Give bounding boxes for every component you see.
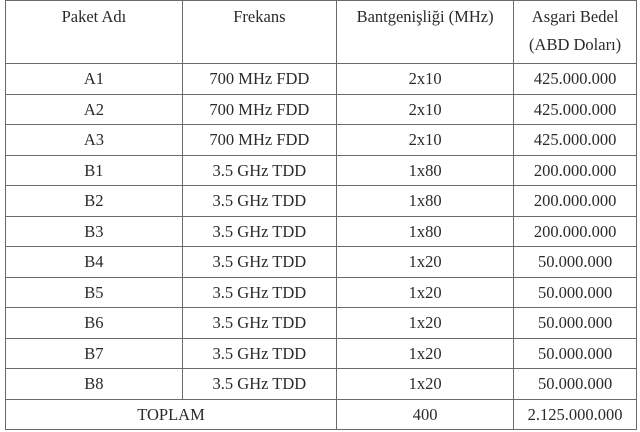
bandwidth-cell: 1x80	[335, 215, 515, 247]
minimum-price-cell: 50.000.000	[513, 307, 637, 339]
bandwidth-cell: 2x10	[335, 93, 515, 125]
bandwidth-cell: 2x10	[335, 63, 515, 95]
header-row: Paket Adı Frekans Bantgenişliği (MHz) As…	[5, 0, 637, 64]
total-label: TOPLAM	[5, 398, 337, 430]
bandwidth-cell: 1x80	[335, 154, 515, 186]
frequency-cell: 3.5 GHz TDD	[181, 276, 337, 308]
minimum-price-cell: 425.000.000	[513, 93, 637, 125]
package-name-cell: B4	[5, 246, 183, 278]
frequency-cell: 3.5 GHz TDD	[181, 246, 337, 278]
minimum-price-cell: 200.000.000	[513, 154, 637, 186]
header-minimum-price-line1: Asgari Bedel	[531, 7, 619, 26]
table-row: B2 3.5 GHz TDD 1x80 200.000.000	[5, 185, 637, 217]
table-row: B8 3.5 GHz TDD 1x20 50.000.000	[5, 368, 637, 400]
package-name-cell: B5	[5, 276, 183, 308]
package-name-cell: B1	[5, 154, 183, 186]
table-row: B7 3.5 GHz TDD 1x20 50.000.000	[5, 337, 637, 369]
frequency-cell: 3.5 GHz TDD	[181, 307, 337, 339]
table-row: B4 3.5 GHz TDD 1x20 50.000.000	[5, 246, 637, 278]
package-name-cell: A3	[5, 124, 183, 156]
bandwidth-cell: 1x80	[335, 185, 515, 217]
package-name-cell: B3	[5, 215, 183, 247]
bandwidth-cell: 1x20	[335, 246, 515, 278]
table-row: B6 3.5 GHz TDD 1x20 50.000.000	[5, 307, 637, 339]
minimum-price-cell: 50.000.000	[513, 276, 637, 308]
header-bandwidth: Bantgenişliği (MHz)	[335, 0, 515, 64]
frequency-cell: 700 MHz FDD	[181, 124, 337, 156]
table-row: B1 3.5 GHz TDD 1x80 200.000.000	[5, 154, 637, 186]
header-package-name: Paket Adı	[5, 0, 183, 64]
package-name-cell: B2	[5, 185, 183, 217]
bandwidth-cell: 1x20	[335, 276, 515, 308]
table-row: B3 3.5 GHz TDD 1x80 200.000.000	[5, 215, 637, 247]
bandwidth-cell: 1x20	[335, 368, 515, 400]
minimum-price-cell: 50.000.000	[513, 368, 637, 400]
frequency-cell: 3.5 GHz TDD	[181, 337, 337, 369]
frequency-cell: 700 MHz FDD	[181, 63, 337, 95]
frequency-cell: 3.5 GHz TDD	[181, 154, 337, 186]
package-name-cell: B7	[5, 337, 183, 369]
table-row: A1 700 MHz FDD 2x10 425.000.000	[5, 63, 637, 95]
header-minimum-price-line2: (ABD Doları)	[529, 35, 622, 54]
bandwidth-cell: 2x10	[335, 124, 515, 156]
minimum-price-cell: 200.000.000	[513, 185, 637, 217]
frequency-cell: 3.5 GHz TDD	[181, 185, 337, 217]
minimum-price-cell: 425.000.000	[513, 63, 637, 95]
table-row: B5 3.5 GHz TDD 1x20 50.000.000	[5, 276, 637, 308]
frequency-cell: 3.5 GHz TDD	[181, 368, 337, 400]
header-frequency: Frekans	[181, 0, 337, 64]
frequency-cell: 700 MHz FDD	[181, 93, 337, 125]
minimum-price-cell: 425.000.000	[513, 124, 637, 156]
package-name-cell: A1	[5, 63, 183, 95]
bandwidth-cell: 1x20	[335, 307, 515, 339]
total-bandwidth: 400	[335, 398, 515, 430]
minimum-price-cell: 200.000.000	[513, 215, 637, 247]
bandwidth-cell: 1x20	[335, 337, 515, 369]
total-amount: 2.125.000.000	[513, 398, 637, 430]
total-row: TOPLAM 400 2.125.000.000	[5, 398, 637, 430]
minimum-price-cell: 50.000.000	[513, 246, 637, 278]
package-name-cell: B8	[5, 368, 183, 400]
package-name-cell: B6	[5, 307, 183, 339]
table-row: A3 700 MHz FDD 2x10 425.000.000	[5, 124, 637, 156]
package-name-cell: A2	[5, 93, 183, 125]
header-minimum-price: Asgari Bedel (ABD Doları)	[513, 0, 637, 64]
spectrum-package-table: Paket Adı Frekans Bantgenişliği (MHz) As…	[5, 0, 637, 430]
table-row: A2 700 MHz FDD 2x10 425.000.000	[5, 93, 637, 125]
frequency-cell: 3.5 GHz TDD	[181, 215, 337, 247]
minimum-price-cell: 50.000.000	[513, 337, 637, 369]
